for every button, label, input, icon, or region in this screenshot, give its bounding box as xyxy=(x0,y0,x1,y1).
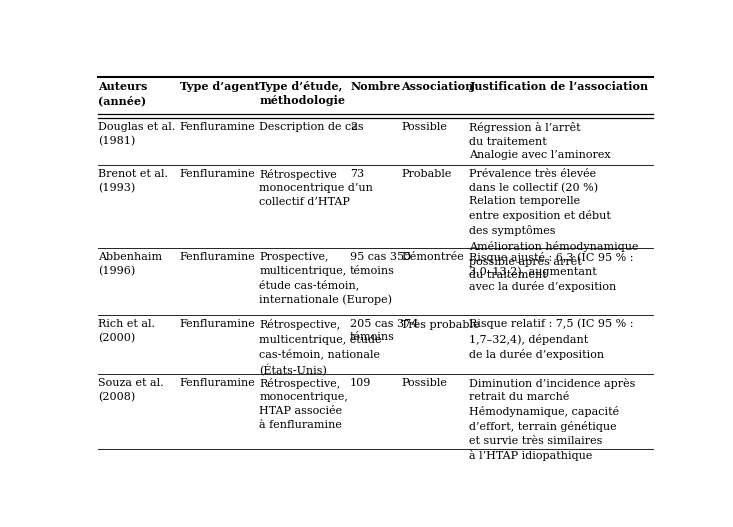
Text: 95 cas 355
témoins: 95 cas 355 témoins xyxy=(350,252,411,276)
Text: Type d’étude,
méthodologie: Type d’étude, méthodologie xyxy=(259,81,345,106)
Text: 2: 2 xyxy=(350,122,357,132)
Text: Rétrospective
monocentrique d’un
collectif d’HTAP: Rétrospective monocentrique d’un collect… xyxy=(259,169,373,207)
Text: Rich et al.
(2000): Rich et al. (2000) xyxy=(98,319,155,343)
Text: Prospective,
multicentrique,
étude cas-témoin,
internationale (Europe): Prospective, multicentrique, étude cas-t… xyxy=(259,252,392,305)
Text: Souza et al.
(2008): Souza et al. (2008) xyxy=(98,378,164,402)
Text: 205 cas 374
témoins: 205 cas 374 témoins xyxy=(350,319,419,343)
Text: Risque ajusté : 6,3 (IC 95 % :
3,0–13,2), augmentant
avec la durée d’exposition: Risque ajusté : 6,3 (IC 95 % : 3,0–13,2)… xyxy=(469,252,634,292)
Text: Possible: Possible xyxy=(401,378,447,388)
Text: Abbenhaim
(1996): Abbenhaim (1996) xyxy=(98,252,163,276)
Text: Risque relatif : 7,5 (IC 95 % :
1,7–32,4), dépendant
de la durée d’exposition: Risque relatif : 7,5 (IC 95 % : 1,7–32,4… xyxy=(469,319,634,359)
Text: Possible: Possible xyxy=(401,122,447,132)
Text: Probable: Probable xyxy=(401,169,452,179)
Text: Auteurs
(année): Auteurs (année) xyxy=(98,81,148,106)
Text: Très probable: Très probable xyxy=(401,319,479,330)
Text: Régression à l’arrêt
du traitement
Analogie avec l’aminorex: Régression à l’arrêt du traitement Analo… xyxy=(469,122,611,160)
Text: Fenfluramine: Fenfluramine xyxy=(180,169,255,179)
Text: Rétrospective,
multicentrique, étude
cas-témoin, nationale
(États-Unis): Rétrospective, multicentrique, étude cas… xyxy=(259,319,382,376)
Text: Fenfluramine: Fenfluramine xyxy=(180,252,255,262)
Text: Association: Association xyxy=(401,81,474,92)
Text: Diminution d’incidence après
retrait du marché
Hémodynamique, capacité
d’effort,: Diminution d’incidence après retrait du … xyxy=(469,378,636,461)
Text: Description de cas: Description de cas xyxy=(259,122,364,132)
Text: Justification de l’association: Justification de l’association xyxy=(469,81,649,92)
Text: Prévalence très élevée
dans le collectif (20 %)
Relation temporelle
entre exposi: Prévalence très élevée dans le collectif… xyxy=(469,169,639,280)
Text: Fenfluramine: Fenfluramine xyxy=(180,122,255,132)
Text: Fenfluramine: Fenfluramine xyxy=(180,378,255,388)
Text: Nombre: Nombre xyxy=(350,81,400,92)
Text: 73: 73 xyxy=(350,169,364,179)
Text: Type d’agent: Type d’agent xyxy=(180,81,259,92)
Text: Brenot et al.
(1993): Brenot et al. (1993) xyxy=(98,169,169,193)
Text: Rétrospective,
monocentrique,
HTAP associée
à fenfluramine: Rétrospective, monocentrique, HTAP assoc… xyxy=(259,378,348,430)
Text: Démontrée: Démontrée xyxy=(401,252,464,262)
Text: Douglas et al.
(1981): Douglas et al. (1981) xyxy=(98,122,176,146)
Text: Fenfluramine: Fenfluramine xyxy=(180,319,255,329)
Text: 109: 109 xyxy=(350,378,372,388)
